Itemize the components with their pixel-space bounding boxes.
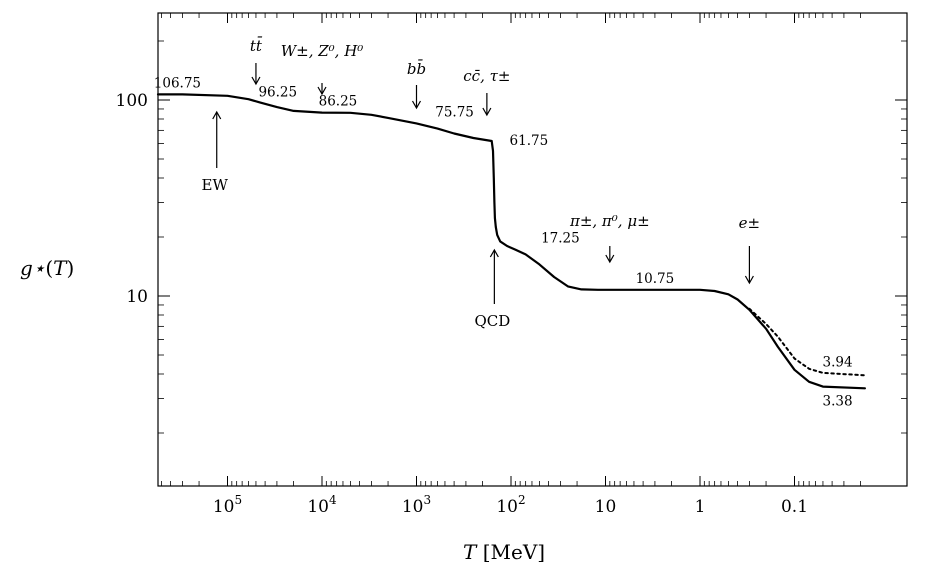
y-tick-label: 100 — [116, 91, 148, 111]
value-label: 75.75 — [435, 105, 474, 121]
value-label: 3.94 — [823, 354, 853, 370]
value-label: 10.75 — [636, 271, 675, 287]
arrow-head — [744, 275, 754, 285]
value-label: 106.75 — [154, 75, 201, 91]
x-tick-label: 105 — [213, 493, 242, 517]
series-line-dotted — [748, 307, 866, 377]
arrow-head — [317, 86, 327, 96]
x-tick-label: 102 — [496, 493, 525, 517]
x-axis-title: T [MeV] — [463, 540, 546, 564]
arrow-head — [489, 248, 499, 258]
annotation-wzh-label: W±, Z⁰, H⁰ — [281, 42, 364, 60]
x-tick-label: 1 — [695, 497, 706, 517]
arrow-head — [482, 107, 492, 117]
value-label: 3.38 — [823, 393, 853, 409]
value-label: 96.25 — [258, 84, 297, 100]
plot-frame — [157, 12, 908, 487]
arrow-head — [605, 254, 615, 264]
annotation-tt-label: tt̄ — [250, 37, 263, 55]
series-layer — [156, 93, 867, 390]
x-tick-label: 104 — [307, 493, 337, 517]
annotation--label: π±, π⁰, μ± — [569, 212, 650, 230]
series-line-solid — [156, 93, 867, 390]
annotation-bb-label: bb̄ — [407, 60, 426, 78]
annotations-layer: tt̄ W±, Z⁰, H⁰ bb̄ cc̄, τ± π±, π⁰, μ± e± EW QCD — [202, 37, 761, 330]
value-label: 86.25 — [319, 94, 358, 110]
arrow-head — [212, 110, 222, 120]
y-axis-title: g⋆(T) — [20, 256, 75, 280]
labels-layer: 106.75 96.25 86.25 75.75 61.75 17.25 10.75 3.94… — [154, 75, 853, 409]
arrow-head — [411, 100, 422, 110]
x-tick-label: 0.1 — [781, 497, 808, 517]
x-tick-label: 103 — [402, 493, 431, 517]
annotation-cc-label: cc̄, τ± — [463, 67, 510, 85]
y-tick-label: 10 — [126, 287, 148, 307]
value-label: 17.25 — [541, 231, 580, 247]
annotation-qcd-label: QCD — [474, 312, 510, 330]
value-label: 61.75 — [510, 133, 549, 149]
annotation-ew-label: EW — [202, 176, 229, 194]
arrow-head — [251, 76, 261, 86]
annotation-e-label: e± — [739, 214, 760, 232]
x-tick-label: 10 — [595, 497, 617, 517]
